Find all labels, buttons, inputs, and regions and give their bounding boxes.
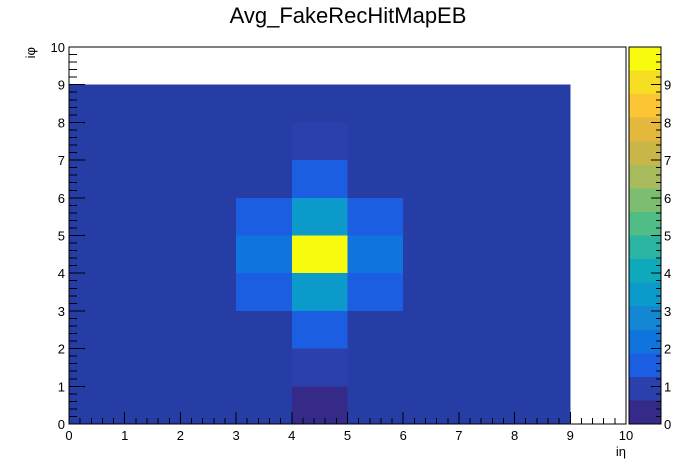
colorbar-swatch [629,306,661,330]
colorbar: 0 1 2 3 4 5 6 7 8 9 [628,46,671,432]
heatmap-cell [347,197,404,236]
colorbar-tick-label: 4 [664,266,671,281]
y-tick-label: 0 [58,417,65,432]
y-tick-label: 4 [58,266,65,281]
colorbar-swatch [629,47,661,71]
colorbar-swatch [629,164,661,189]
colorbar-tick-label: 6 [664,191,671,206]
x-tick-label: 7 [455,428,462,443]
colorbar-swatch [629,94,661,118]
heatmap-cell [291,122,348,161]
colorbar-swatch [629,329,661,354]
colorbar-tick-label: 5 [664,229,671,244]
y-tick-label: 8 [58,115,65,130]
colorbar-swatch [629,376,661,401]
colorbar-tick-label: 0 [664,417,671,432]
colorbar-swatch [629,70,661,95]
y-tick-label: 2 [58,342,65,357]
x-tick-label: 4 [288,428,295,443]
colorbar-swatch [629,400,661,424]
heatmap-cell [347,235,404,274]
y-tick-label: 5 [58,229,65,244]
x-tick-label: 10 [619,428,633,443]
heatmap-cell [347,273,404,311]
x-tick-label: 5 [344,428,351,443]
y-axis-label: iφ [23,47,38,58]
colorbar-tick-label: 8 [664,115,671,130]
x-axis-label: iη [616,444,626,459]
heatmap-cell [236,197,292,236]
x-tick-label: 3 [232,428,239,443]
chart-title: Avg_FakeRecHitMapEB [230,3,467,28]
colorbar-swatch [629,259,661,283]
colorbar-swatch [629,188,661,212]
colorbar-tick-label: 2 [664,342,671,357]
colorbar-tick-label: 3 [664,304,671,319]
heatmap-cell [291,310,348,349]
colorbar-swatch [629,235,661,260]
y-tick-label: 9 [58,78,65,93]
colorbar-swatch [629,117,661,142]
heatmap-cell [291,386,348,424]
colorbar-swatch [629,141,661,165]
x-tick-label: 6 [400,428,407,443]
heatmap-cell [236,273,292,311]
y-tick-label: 1 [58,379,65,394]
x-tick-label: 8 [511,428,518,443]
y-tick-label: 10 [51,40,65,55]
colorbar-tick-label: 9 [664,78,671,93]
heatmap-cell [291,235,348,274]
y-tick-label: 7 [58,153,65,168]
heatmap-cell [236,235,292,274]
heatmap-cell [291,197,348,236]
y-tick-label: 6 [58,191,65,206]
colorbar-swatch [629,353,661,377]
colorbar-swatch [629,211,661,236]
x-tick-label: 2 [177,428,184,443]
colorbar-swatch [629,282,661,307]
plot-area: 0 1 2 3 4 5 6 7 8 9 10 0 1 2 3 4 5 6 7 8 9 10 [51,40,634,443]
colorbar-tick-label: 1 [664,379,671,394]
x-tick-label: 9 [567,428,574,443]
heatmap-cell [291,348,348,387]
x-tick-label: 0 [65,428,72,443]
colorbar-tick-label: 7 [664,153,671,168]
heatmap-cell [291,273,348,311]
x-tick-label: 1 [121,428,128,443]
heatmap-cell [291,160,348,198]
y-tick-label: 3 [58,304,65,319]
